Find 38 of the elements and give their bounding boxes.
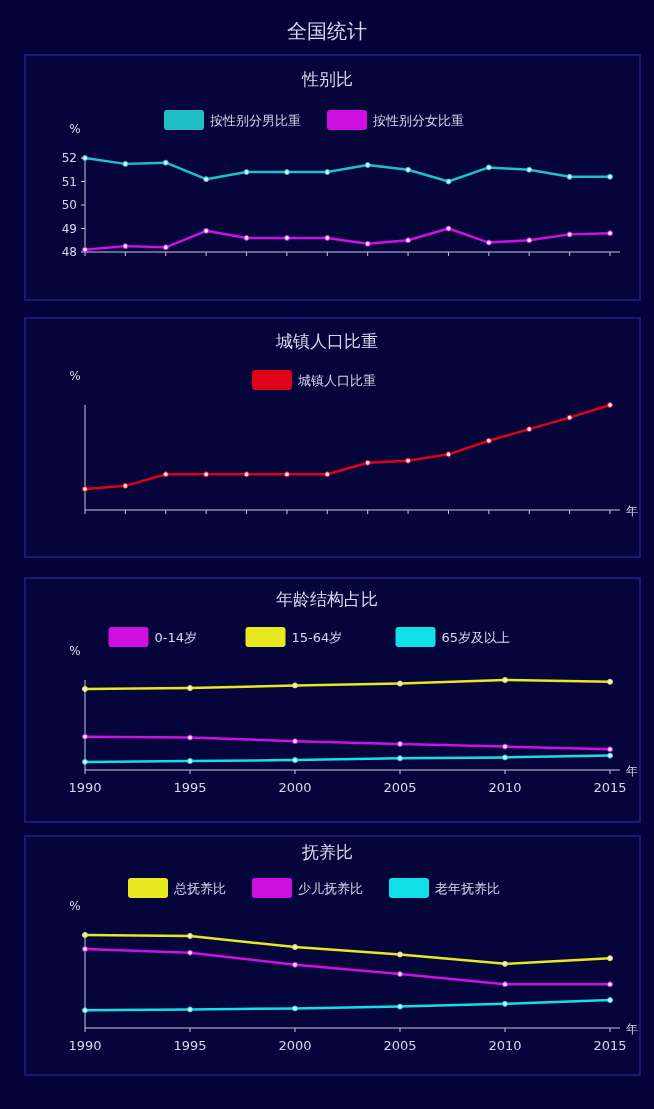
x-tick-label: 2015 [593, 1038, 627, 1053]
y-tick-label: 52 [61, 151, 77, 165]
x-tick-label: 2015 [593, 780, 627, 795]
x-tick-label: 1990 [68, 1038, 102, 1053]
x-tick-label: 2000 [278, 780, 312, 795]
chart-title: 抚养比 [300, 842, 353, 862]
legend-label: 65岁及以上 [441, 630, 511, 645]
legend-label: 15-64岁 [291, 630, 343, 645]
chart-title: 年龄结构占比 [276, 589, 378, 609]
y-axis-title: % [69, 122, 81, 136]
x-tick-label: 2005 [383, 1038, 417, 1053]
x-tick-label: 1995 [173, 1038, 207, 1053]
x-tick-label: 1990 [68, 780, 102, 795]
x-axis-title: 年 [626, 504, 638, 518]
legend-label: 按性别分女比重 [373, 113, 464, 128]
text: 全国统计 [287, 19, 367, 43]
legend-label: 总抚养比 [173, 881, 226, 896]
legend-label: 按性别分男比重 [210, 113, 301, 128]
x-tick-label: 1995 [173, 780, 207, 795]
legend-label: 少儿抚养比 [298, 881, 363, 896]
y-axis-title: % [69, 899, 81, 913]
x-tick-label: 2000 [278, 1038, 312, 1053]
y-axis-title: % [69, 369, 81, 383]
chart-title: 城镇人口比重 [275, 331, 378, 351]
x-tick-label: 2010 [488, 1038, 522, 1053]
y-tick-label: 50 [61, 198, 77, 212]
y-tick-label: 48 [61, 245, 77, 259]
x-tick-label: 2010 [488, 780, 522, 795]
y-tick-label: 51 [61, 174, 77, 189]
x-axis-title: 年 [626, 1022, 638, 1036]
legend-label: 老年抚养比 [435, 881, 500, 896]
x-axis-title: 年 [626, 764, 638, 778]
chart-title: 性别比 [300, 69, 353, 89]
legend-label: 0-14岁 [154, 630, 198, 645]
legend-label: 城镇人口比重 [297, 373, 376, 388]
x-tick-label: 2005 [383, 780, 417, 795]
y-axis-title: % [69, 644, 81, 658]
y-tick-label: 49 [61, 221, 77, 236]
